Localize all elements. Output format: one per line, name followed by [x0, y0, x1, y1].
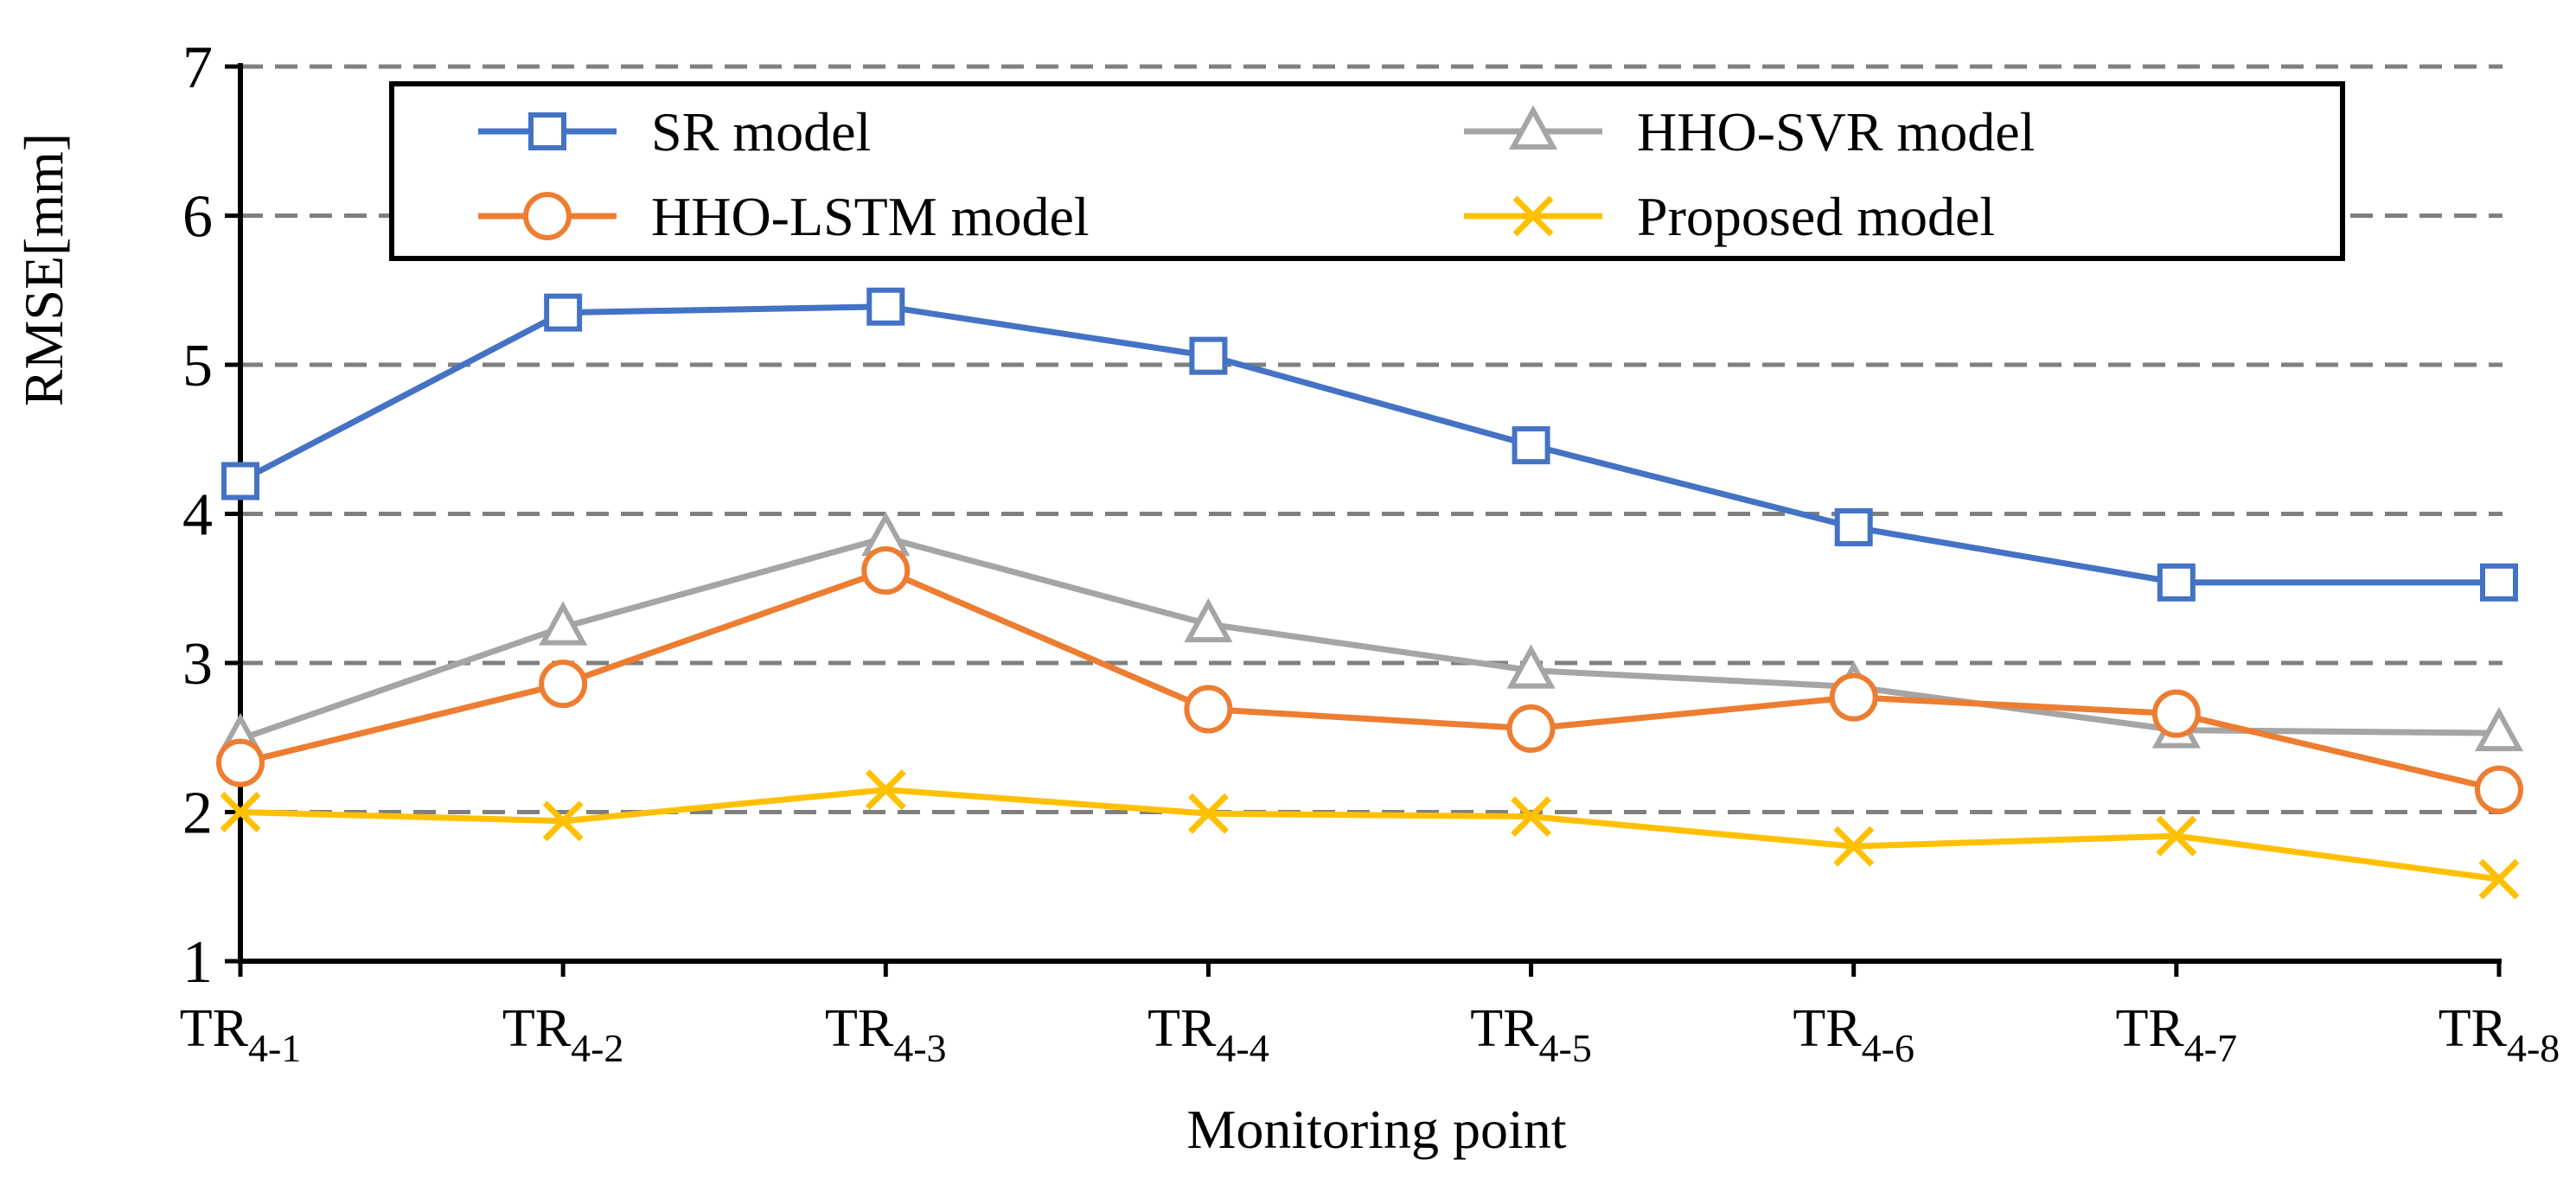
series-line: [239, 303, 2499, 586]
series-line: [240, 787, 2500, 883]
y-tick-label: 6: [182, 184, 213, 251]
square-marker: [2480, 563, 2518, 602]
series-line: [240, 567, 2500, 793]
circle-marker: [216, 738, 265, 787]
x-marker: [865, 769, 906, 811]
circle-marker: [539, 660, 588, 709]
x-marker: [1833, 825, 1875, 867]
series-line: [239, 534, 2500, 742]
x-marker: [1187, 793, 1229, 834]
circle-marker: [1506, 704, 1556, 753]
legend-label: SR model: [651, 101, 871, 163]
x-tick-label: TR4-1: [180, 999, 302, 1070]
x-tick-label: TR4-8: [2439, 999, 2560, 1070]
circle-marker: [2151, 689, 2201, 738]
x-marker: [2478, 858, 2520, 900]
x-tick-label: TR4-4: [1147, 999, 1269, 1070]
square-marker: [544, 293, 583, 332]
x-marker-stroke: [1187, 793, 1229, 834]
triangle-marker: [2474, 706, 2524, 752]
x-marker: [1512, 195, 1554, 237]
y-tick-label: 5: [182, 333, 213, 399]
triangle-marker: [539, 601, 588, 646]
square-marker: [1189, 336, 1228, 375]
series-group: [215, 287, 2524, 900]
series-hho-lstm-model: [216, 546, 2523, 814]
x-tick-label: TR4-5: [1470, 999, 1592, 1070]
x-marker-stroke: [1511, 796, 1552, 838]
square-marker: [2157, 563, 2196, 602]
series-sr-model: [221, 287, 2518, 602]
square-marker: [1834, 508, 1873, 547]
tick-labels: 1 2 3 4 5 6 7 TR4-1 TR4-2 TR4-3 TR4-4 TR4-5 TR4-6 TR4…: [180, 35, 2560, 1070]
square-marker: [221, 462, 259, 500]
y-tick-label: 7: [182, 35, 213, 101]
legend-label: Proposed model: [1637, 186, 1995, 247]
legend-entry: SR model: [478, 101, 871, 163]
y-axis-title: RMSE[mm]: [13, 133, 74, 406]
x-marker: [1511, 796, 1552, 838]
triangle-marker: [1506, 644, 1556, 689]
x-tick-label: TR4-3: [825, 999, 947, 1070]
square-marker: [866, 287, 905, 326]
x-marker-stroke: [1833, 825, 1875, 867]
legend-label: HHO-LSTM model: [651, 186, 1090, 247]
circle-marker: [861, 546, 911, 596]
axes: [225, 63, 2502, 977]
legend-box: [389, 81, 2345, 261]
legend-entry: HHO-LSTM model: [478, 186, 1090, 247]
legend-entry: Proposed model: [1464, 186, 1995, 247]
triangle-marker: [1184, 597, 1233, 643]
x-axis-title: Monitoring point: [1186, 1099, 1566, 1160]
x-tick-label: TR4-2: [502, 999, 624, 1070]
circle-marker: [1184, 685, 1233, 734]
legend-label: HHO-SVR model: [1637, 101, 2035, 163]
x-marker-stroke: [2478, 858, 2520, 900]
x-marker-stroke: [1512, 195, 1554, 237]
x-tick-label: TR4-7: [2116, 999, 2238, 1070]
circle-marker: [2475, 765, 2523, 814]
circle-marker: [523, 192, 572, 240]
legend-entry: HHO-SVR model: [1464, 101, 2035, 163]
circle-marker: [1829, 672, 1878, 722]
y-tick-label: 4: [182, 482, 213, 549]
x-marker: [542, 800, 584, 842]
x-marker-stroke: [2156, 815, 2197, 857]
triangle-marker: [1508, 105, 1558, 150]
x-tick-label: TR4-6: [1793, 999, 1914, 1070]
x-marker-stroke: [542, 800, 584, 842]
y-tick-label: 3: [182, 631, 213, 698]
square-marker: [528, 112, 566, 150]
series-proposed-model: [220, 769, 2520, 900]
y-tick-label: 2: [182, 781, 213, 847]
x-marker: [2156, 815, 2197, 857]
x-marker-stroke: [865, 769, 906, 811]
x-marker: [220, 792, 261, 832]
square-marker: [1512, 426, 1550, 465]
y-tick-label: 1: [182, 929, 213, 996]
legend: SR model HHO-SVR model HHO-LSTM model Propo…: [389, 81, 2345, 261]
x-marker-stroke: [220, 792, 261, 832]
